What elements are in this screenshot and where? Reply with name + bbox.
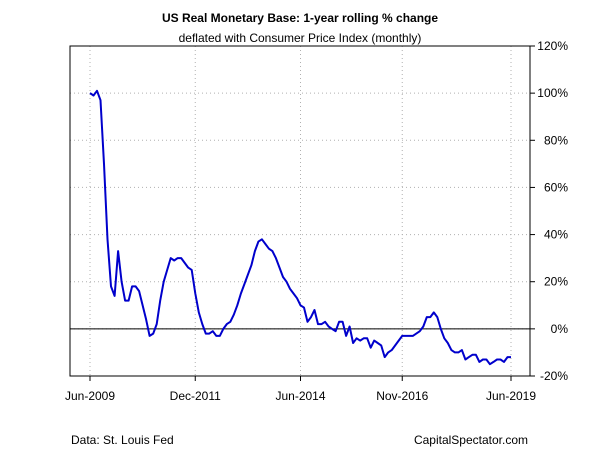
chart-subtitle: deflated with Consumer Price Index (mont… bbox=[178, 31, 422, 45]
series-line bbox=[89, 89, 511, 366]
data-source: Data: St. Louis Fed bbox=[71, 433, 174, 447]
y-tick-label: 40% bbox=[544, 228, 568, 242]
x-tick-label: Nov-2016 bbox=[376, 389, 428, 403]
x-tick-label: Jun-2009 bbox=[65, 389, 115, 403]
y-tick-label: 120% bbox=[537, 39, 568, 53]
y-tick-label: -20% bbox=[540, 369, 568, 383]
brand-label: CapitalSpectator.com bbox=[413, 433, 528, 447]
y-tick-label: 60% bbox=[544, 180, 568, 194]
y-tick-label: 20% bbox=[544, 275, 568, 289]
y-tick-label: 0% bbox=[551, 322, 569, 336]
y-tick-label: 80% bbox=[544, 133, 568, 147]
y-tick-label: 100% bbox=[537, 86, 568, 100]
plot-frame bbox=[69, 45, 531, 377]
x-tick-label: Jun-2019 bbox=[486, 389, 536, 403]
x-tick-label: Dec-2011 bbox=[170, 389, 221, 403]
x-tick-label: Jun-2014 bbox=[275, 389, 325, 403]
chart-title: US Real Monetary Base: 1-year rolling % … bbox=[161, 11, 439, 25]
